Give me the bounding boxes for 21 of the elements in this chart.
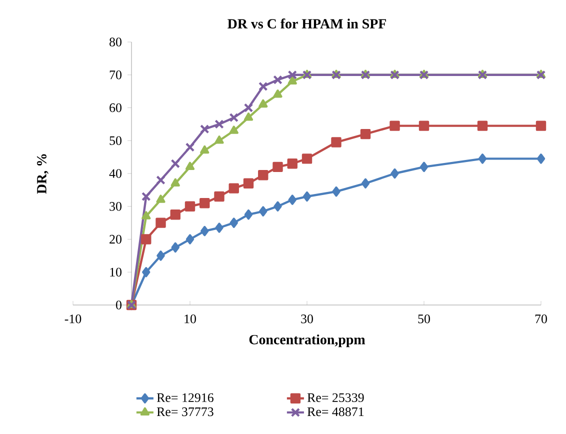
legend-label: Re= 48871: [307, 407, 364, 416]
x-axis-title: Concentration,ppm: [249, 334, 366, 348]
x-tick-label: -10: [64, 314, 82, 324]
x-tick-label: 70: [535, 314, 547, 324]
y-tick-label: 60: [110, 103, 122, 112]
y-tick-label: 30: [110, 202, 122, 211]
y-tick-label: 40: [109, 169, 122, 178]
y-tick-label: 70: [110, 70, 122, 80]
y-tick-label: 50: [110, 136, 122, 145]
y-tick-label: 10: [110, 268, 122, 276]
y-tick-label: 80: [110, 38, 122, 46]
y-tick-label: 0: [116, 300, 122, 310]
y-axis-title: DR, %: [36, 154, 48, 194]
legend-label: Re= 37773: [156, 407, 214, 416]
chart-title: DR vs C for HPAM in SPF: [228, 18, 386, 29]
x-tick-label: 10: [184, 314, 196, 324]
x-tick-label: 50: [418, 314, 430, 324]
y-tick-label: 20: [110, 234, 122, 244]
legend-label: Re= 12916: [156, 393, 214, 402]
legend-label: Re= 25339: [307, 393, 364, 402]
x-tick-label: 30: [301, 314, 313, 324]
